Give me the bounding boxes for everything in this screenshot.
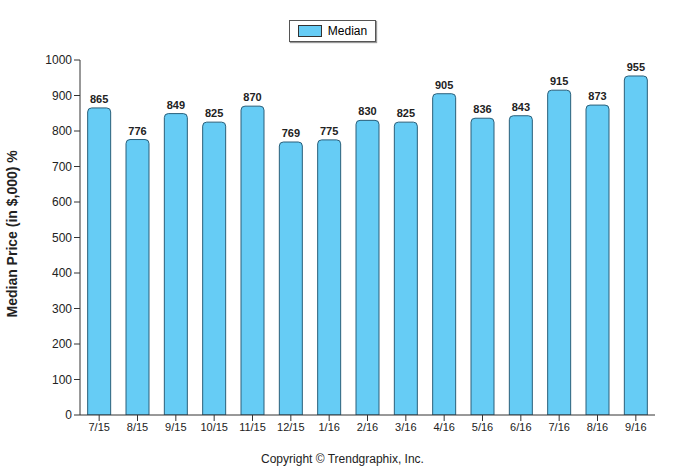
svg-text:8/15: 8/15	[127, 421, 148, 433]
svg-text:9/16: 9/16	[625, 421, 646, 433]
svg-text:500: 500	[52, 231, 72, 245]
svg-text:10/15: 10/15	[200, 421, 228, 433]
svg-text:825: 825	[397, 107, 415, 119]
svg-text:12/15: 12/15	[277, 421, 305, 433]
svg-text:843: 843	[512, 101, 530, 113]
svg-text:1000: 1000	[45, 53, 72, 67]
svg-text:900: 900	[52, 89, 72, 103]
svg-text:200: 200	[52, 337, 72, 351]
svg-text:955: 955	[627, 61, 645, 73]
svg-text:400: 400	[52, 266, 72, 280]
svg-text:2/16: 2/16	[357, 421, 378, 433]
svg-text:775: 775	[320, 125, 338, 137]
svg-text:700: 700	[52, 160, 72, 174]
svg-text:7/16: 7/16	[548, 421, 569, 433]
svg-text:8/16: 8/16	[587, 421, 608, 433]
svg-text:3/16: 3/16	[395, 421, 416, 433]
svg-text:100: 100	[52, 373, 72, 387]
svg-text:1/16: 1/16	[318, 421, 339, 433]
svg-text:0: 0	[65, 408, 72, 422]
svg-text:Median Price (in $,000) %: Median Price (in $,000) %	[8, 150, 20, 318]
svg-text:870: 870	[243, 91, 261, 103]
svg-text:915: 915	[550, 75, 568, 87]
svg-text:6/16: 6/16	[510, 421, 531, 433]
svg-text:300: 300	[52, 302, 72, 316]
svg-text:865: 865	[90, 93, 108, 105]
svg-text:7/15: 7/15	[88, 421, 109, 433]
html-text:Copyright © Trendgraphix, Inc.: Copyright © Trendgraphix, Inc.	[261, 452, 424, 466]
svg-text:769: 769	[282, 127, 300, 139]
html-text:Median: Median	[327, 24, 368, 38]
svg-text:800: 800	[52, 124, 72, 138]
svg-text:9/15: 9/15	[165, 421, 186, 433]
svg-text:905: 905	[435, 79, 453, 91]
svg-text:836: 836	[473, 103, 491, 115]
svg-text:600: 600	[52, 195, 72, 209]
svg-text:776: 776	[128, 125, 146, 137]
svg-text:5/16: 5/16	[472, 421, 493, 433]
svg-text:873: 873	[588, 90, 606, 102]
svg-text:830: 830	[358, 105, 376, 117]
svg-text:4/16: 4/16	[433, 421, 454, 433]
svg-text:849: 849	[167, 99, 185, 111]
svg-text:11/15: 11/15	[239, 421, 266, 433]
svg-text:825: 825	[205, 107, 223, 119]
